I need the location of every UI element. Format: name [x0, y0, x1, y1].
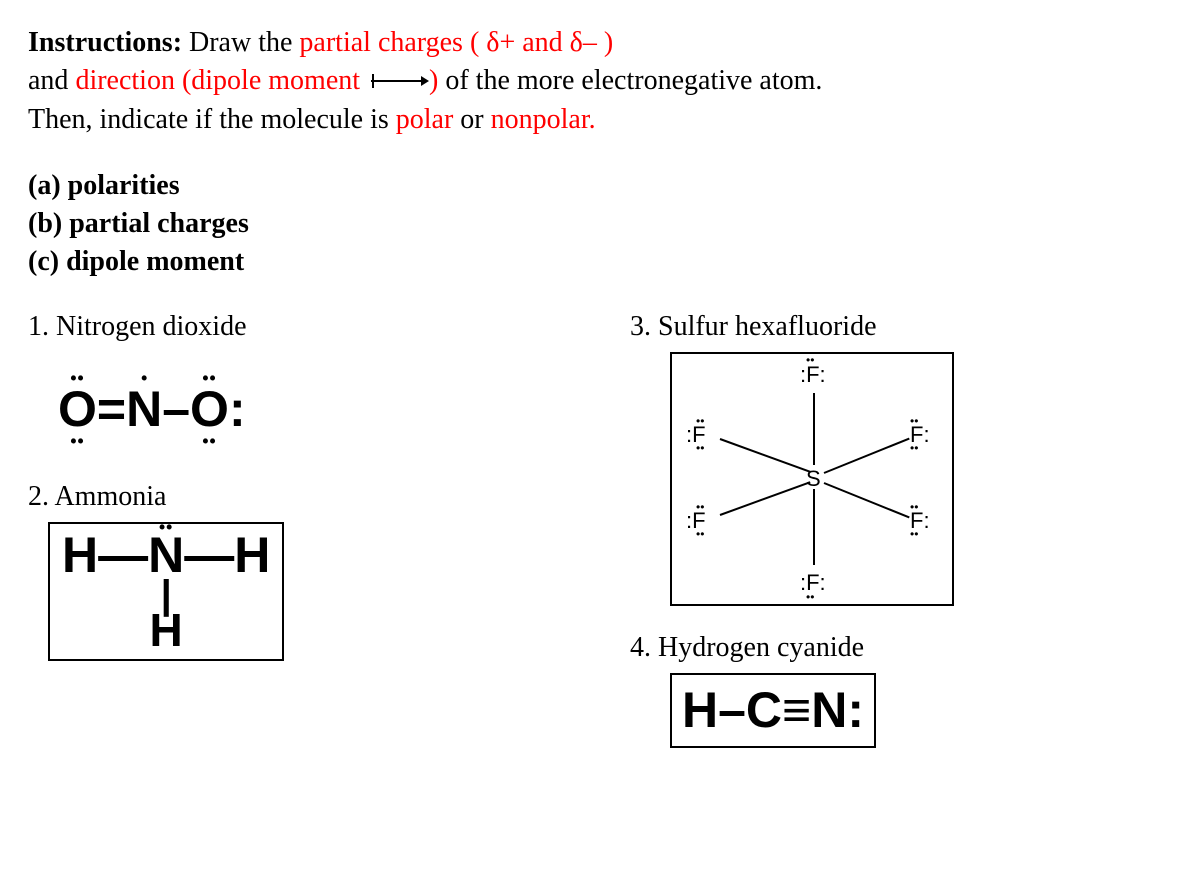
- atom-f-bot: :F: ••: [800, 568, 826, 598]
- bond-bar: |: [62, 583, 270, 607]
- instructions-paragraph: Instructions: Draw the partial charges (…: [28, 24, 1172, 139]
- atom-f-lr: •• F: ••: [910, 506, 930, 536]
- or-text: or: [453, 104, 490, 135]
- partial-charges-text: partial charges ( δ+ and δ– ): [299, 27, 613, 58]
- atom-c: C: [746, 682, 782, 738]
- molecule-1: 1. Nitrogen dioxide O=N–O:: [28, 308, 570, 477]
- molecule-columns: 1. Nitrogen dioxide O=N–O: 2. Ammonia H—…: [28, 308, 1172, 748]
- atom-f-top: •• :F:: [800, 360, 826, 390]
- bond-s-fur: [824, 438, 910, 474]
- atom-o2: O: [190, 376, 229, 444]
- list-item-c: (c) dipole moment: [28, 243, 1172, 281]
- bond-s-fll: [720, 481, 811, 516]
- lone-pair-colon: :: [847, 682, 864, 738]
- dipole-arrow-icon: [367, 63, 429, 101]
- atom-h2: H: [234, 527, 270, 583]
- molecule-1-title: 1. Nitrogen dioxide: [28, 308, 570, 346]
- instr-text-1c: of the more electronegative atom.: [438, 65, 822, 96]
- polar-text: polar: [396, 104, 454, 135]
- atom-f-ur: •• F: ••: [910, 420, 930, 450]
- direction-close: ): [429, 65, 438, 96]
- direction-text: direction (dipole moment: [75, 65, 367, 96]
- bond-sgl: –: [162, 381, 190, 437]
- bond-tpl: ≡: [782, 682, 811, 738]
- atom-f-ll: •• :F ••: [686, 506, 706, 536]
- left-column: 1. Nitrogen dioxide O=N–O: 2. Ammonia H—…: [28, 308, 570, 748]
- list-item-b: (b) partial charges: [28, 205, 1172, 243]
- instr-text-1a: Draw the: [182, 27, 299, 58]
- bond-dash-2: —: [184, 527, 234, 583]
- molecule-2: 2. Ammonia H—N—H | H: [28, 478, 570, 661]
- molecule-2-structure: H—N—H | H: [48, 522, 284, 661]
- atom-h1: H: [62, 527, 98, 583]
- lone-pair-colon: :: [229, 381, 246, 437]
- instr-text-2a: Then, indicate if the molecule is: [28, 104, 396, 135]
- molecule-3: 3. Sulfur hexafluoride S •• :F: :F: ••: [630, 308, 1172, 617]
- bond-sgl: –: [718, 682, 746, 738]
- bond-s-flr: [824, 482, 910, 518]
- atom-h3: H: [62, 607, 270, 653]
- bond-dbl: =: [97, 381, 126, 437]
- atom-n: N: [148, 528, 184, 583]
- atom-o1: O: [58, 376, 97, 444]
- bond-s-ftop: [813, 393, 815, 465]
- atom-f-ul: •• :F ••: [686, 420, 706, 450]
- bond-s-ful: [720, 438, 811, 473]
- atom-n: N: [126, 376, 162, 444]
- molecule-1-structure: O=N–O:: [48, 372, 256, 448]
- task-list: (a) polarities (b) partial charges (c) d…: [28, 167, 1172, 280]
- bond-s-fbot: [813, 489, 815, 565]
- instructions-label: Instructions:: [28, 27, 182, 58]
- molecule-4-title: 4. Hydrogen cyanide: [630, 629, 1172, 667]
- molecule-3-title: 3. Sulfur hexafluoride: [630, 308, 1172, 346]
- nonpolar-text: nonpolar.: [491, 104, 596, 135]
- molecule-4: 4. Hydrogen cyanide H–C≡N:: [630, 629, 1172, 748]
- molecule-3-structure: S •• :F: :F: •• ••: [670, 352, 954, 606]
- atom-n: N: [811, 682, 847, 738]
- instr-text-1b: and: [28, 65, 75, 96]
- list-item-a: (a) polarities: [28, 167, 1172, 205]
- atom-h: H: [682, 682, 718, 738]
- right-column: 3. Sulfur hexafluoride S •• :F: :F: ••: [630, 308, 1172, 748]
- bond-dash-1: —: [98, 527, 148, 583]
- molecule-2-title: 2. Ammonia: [28, 478, 570, 516]
- molecule-4-structure: H–C≡N:: [670, 673, 876, 749]
